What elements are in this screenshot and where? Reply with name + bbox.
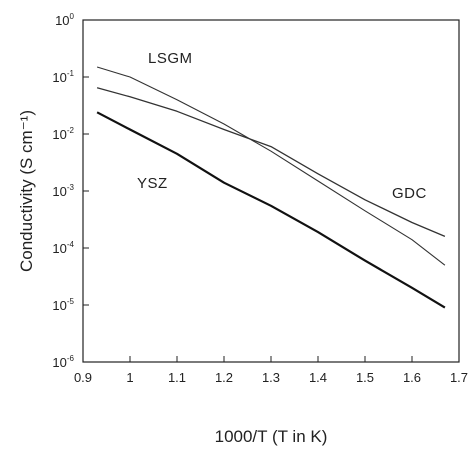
series-label-lsgm: LSGM (148, 50, 193, 67)
x-tick-label: 0.9 (74, 370, 92, 385)
y-tick-label: 10-3 (52, 183, 74, 199)
series-line-lsgm (96, 66, 446, 266)
y-tick-label: 10-1 (52, 69, 74, 85)
x-tick-label: 1.7 (450, 370, 468, 385)
x-tick-label: 1.1 (168, 370, 186, 385)
y-tick-label: 10-2 (52, 126, 74, 142)
y-tick-label: 10-6 (52, 354, 74, 370)
y-tick-label: 100 (55, 12, 74, 28)
x-tick-label: 1.3 (262, 370, 280, 385)
y-tick-label: 10-5 (52, 297, 74, 313)
series-label-gdc: GDC (392, 185, 427, 202)
x-tick-label: 1.6 (403, 370, 421, 385)
y-ticks: 100 10-1 10-2 10-3 10-4 10-5 10-6 (52, 12, 89, 370)
series-line-ysz (96, 111, 446, 309)
y-axis-title: Conductivity (S cm⁻¹) (17, 110, 36, 272)
series-label-ysz: YSZ (137, 175, 168, 192)
x-tick-label: 1.2 (215, 370, 233, 385)
y-tick-label: 10-4 (52, 240, 74, 256)
series-lines (96, 66, 446, 309)
series-line-gdc (96, 87, 446, 237)
x-tick-label: 1 (126, 370, 133, 385)
x-ticks: 0.9 1 1.1 1.2 1.3 1.4 1.5 1.6 1.7 (74, 356, 468, 385)
x-axis-title: 1000/T (T in K) (215, 427, 328, 446)
x-tick-label: 1.4 (309, 370, 327, 385)
x-tick-label: 1.5 (356, 370, 374, 385)
